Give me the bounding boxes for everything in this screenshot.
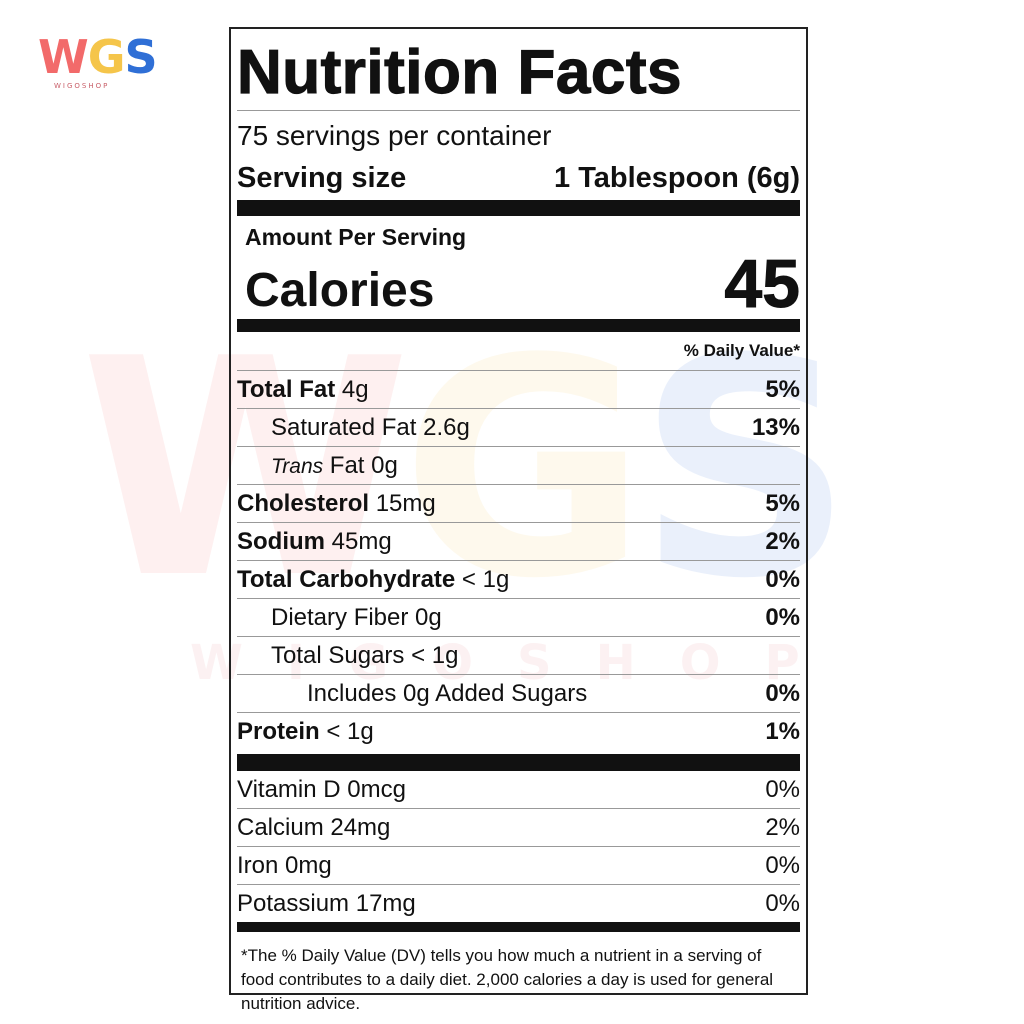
vitamin-dv: 0%	[765, 889, 800, 917]
nutrient-row-total-sugars: Total Sugars < 1g	[237, 636, 800, 674]
nutrition-facts-label: Nutrition Facts 75 servings per containe…	[229, 27, 808, 1013]
nutrient-amount: 4g	[341, 375, 369, 403]
thick-divider	[237, 754, 800, 771]
serving-size-label: Serving size	[237, 162, 407, 194]
vitamin-dv: 0%	[765, 775, 800, 803]
nutrient-row-trans-fat: Trans Fat 0g	[237, 446, 800, 484]
nutrient-name: Cholesterol	[237, 489, 370, 517]
vitamin-name: Vitamin D	[237, 775, 341, 803]
vitamin-amount: 0mg	[285, 851, 332, 879]
divider	[237, 110, 800, 111]
serving-size-row: Serving size 1 Tablespoon (6g)	[237, 162, 800, 194]
nutrient-row-saturated-fat: Saturated Fat 2.6g 13%	[237, 408, 800, 446]
nutrient-dv: 1%	[765, 717, 800, 745]
nutrient-name: Total Carbohydrate	[237, 565, 456, 593]
vitamin-amount: 0mcg	[347, 775, 406, 803]
logo-letter-w: W	[38, 30, 89, 84]
vitamin-row-calcium: Calcium 24mg 2%	[237, 808, 800, 846]
nutrient-dv: 5%	[765, 375, 800, 403]
brand-logo: WGS WIGOSHOP	[38, 34, 188, 96]
nutrient-name: Fat	[329, 451, 365, 479]
vitamin-row-potassium: Potassium 17mg 0%	[237, 884, 800, 922]
nutrient-amount: < 1g	[411, 641, 459, 669]
nutrient-name: Includes 0g Added Sugars	[307, 679, 588, 707]
nutrient-amount: < 1g	[326, 717, 374, 745]
vitamin-amount: 17mg	[355, 889, 416, 917]
nutrient-dv: 0%	[765, 565, 800, 593]
vitamin-amount: 24mg	[330, 813, 391, 841]
nutrient-name: Dietary Fiber	[271, 603, 409, 631]
nutrient-amount: < 1g	[461, 565, 510, 593]
nutrient-amount: 0g	[415, 603, 442, 631]
logo-letter-s: S	[124, 30, 158, 84]
vitamin-dv: 2%	[765, 813, 800, 841]
logo-subtitle: WIGOSHOP	[54, 82, 110, 90]
calories-value: 45	[724, 246, 801, 322]
nutrient-name: Protein	[237, 717, 320, 745]
nutrient-dv: 0%	[765, 603, 800, 631]
thick-divider	[237, 922, 800, 932]
nutrient-row-sodium: Sodium 45mg 2%	[237, 522, 800, 560]
nutrient-amount: 0g	[371, 451, 398, 479]
nutrient-dv: 0%	[765, 679, 800, 707]
nutrient-row-dietary-fiber: Dietary Fiber 0g 0%	[237, 598, 800, 636]
nutrient-name: Saturated Fat	[271, 413, 417, 441]
logo-letters: WGS	[38, 34, 188, 80]
nutrient-dv: 13%	[751, 413, 800, 441]
daily-value-header: % Daily Value*	[683, 341, 800, 360]
nutrient-amount: 2.6g	[423, 413, 470, 441]
vitamin-dv: 0%	[765, 851, 800, 879]
nutrient-row-added-sugars: Includes 0g Added Sugars 0%	[237, 674, 800, 712]
vitamin-name: Iron	[237, 851, 279, 879]
daily-value-footnote: *The % Daily Value (DV) tells you how mu…	[241, 946, 774, 1013]
serving-size-value: 1 Tablespoon (6g)	[554, 162, 800, 194]
servings-per-container: 75 servings per container	[237, 120, 552, 151]
vitamin-name: Calcium	[237, 813, 324, 841]
nutrient-name-italic: Trans	[271, 454, 324, 478]
label-title: Nutrition Facts	[236, 38, 682, 107]
thick-divider	[237, 200, 800, 216]
thick-divider	[237, 319, 800, 332]
nutrient-dv: 5%	[765, 489, 800, 517]
nutrient-row-protein: Protein < 1g 1%	[237, 712, 800, 750]
nutrient-amount: 15mg	[375, 489, 436, 517]
vitamin-row-vitamin-d: Vitamin D 0mcg 0%	[237, 771, 800, 808]
logo-letter-g: G	[87, 30, 126, 84]
nutrient-dv: 2%	[765, 527, 800, 555]
calories-row: Calories 45	[237, 246, 801, 322]
vitamin-name: Potassium	[237, 889, 350, 917]
nutrient-row-total-fat: Total Fat 4g 5%	[237, 370, 800, 408]
vitamin-row-iron: Iron 0mg 0%	[237, 846, 800, 884]
nutrient-amount: 45mg	[331, 527, 392, 555]
amount-per-serving: Amount Per Serving	[245, 224, 467, 250]
calories-label: Calories	[245, 264, 435, 317]
nutrient-name: Sodium	[237, 527, 325, 555]
nutrient-row-total-carbohydrate: Total Carbohydrate < 1g 0%	[237, 560, 800, 598]
nutrient-row-cholesterol: Cholesterol 15mg 5%	[237, 484, 800, 522]
nutrient-name: Total Sugars	[271, 641, 405, 669]
nutrient-name: Total Fat	[237, 375, 336, 403]
